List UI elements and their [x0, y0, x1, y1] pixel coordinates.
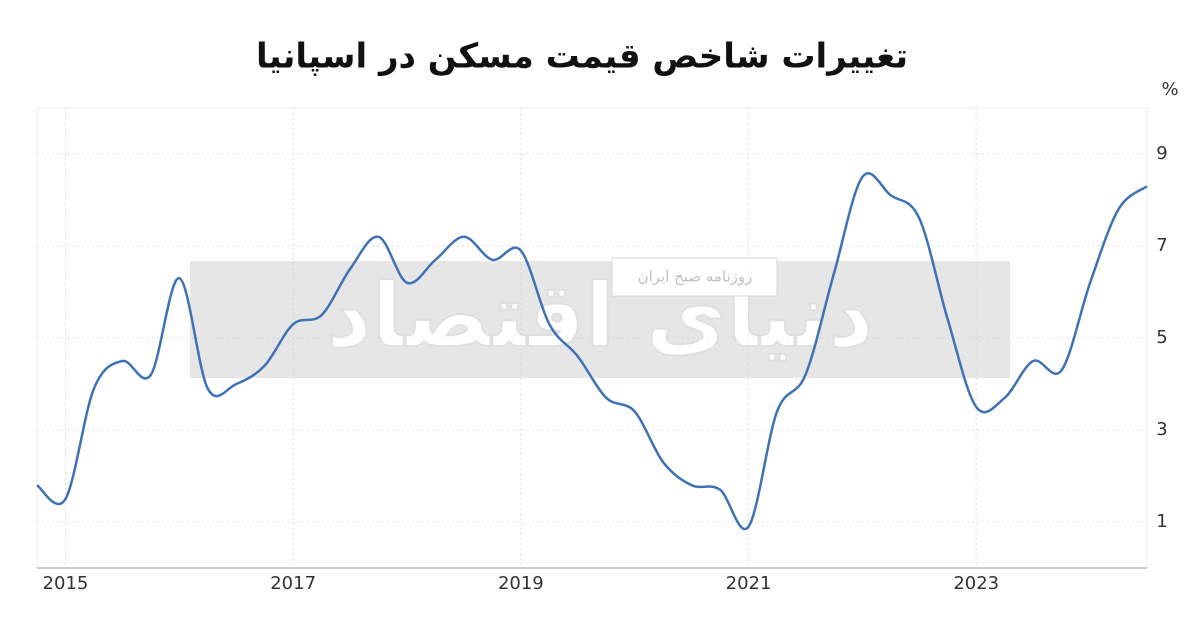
- watermark: دنیای اقتصاد روزنامه صبح ایران: [190, 257, 1010, 378]
- y-tick-label: 9: [1156, 143, 1167, 164]
- x-tick-label: 2017: [270, 573, 316, 594]
- y-tick-label: 3: [1156, 419, 1167, 440]
- watermark-tag-box: [611, 257, 778, 297]
- chart-title: تغییرات شاخص قیمت مسکن در اسپانیا: [256, 37, 908, 77]
- y-tick-label: 5: [1156, 327, 1167, 348]
- x-tick-label: 2023: [953, 573, 999, 594]
- watermark-band: [190, 261, 1010, 378]
- x-tick-label: 2015: [43, 573, 89, 594]
- watermark-tagline: روزنامه صبح ایران: [638, 268, 753, 286]
- x-tick-label: 2019: [498, 573, 544, 594]
- watermark-name: دنیای اقتصاد: [326, 264, 873, 367]
- y-tick-label: 1: [1156, 511, 1167, 532]
- y-tick-label: 7: [1156, 235, 1167, 256]
- x-tick-label: 2021: [726, 573, 772, 594]
- data-line: [36, 172, 1148, 531]
- y-axis-unit: %: [1161, 79, 1178, 100]
